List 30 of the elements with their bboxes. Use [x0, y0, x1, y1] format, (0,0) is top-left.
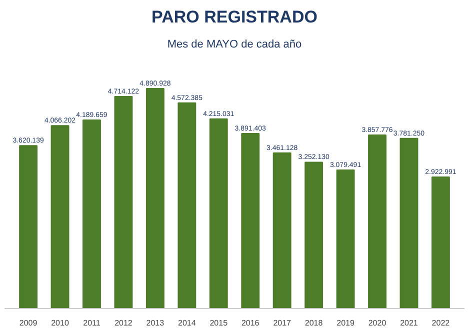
- bar: [114, 96, 133, 308]
- chart-subtitle: Mes de MAYO de cada año: [167, 38, 302, 50]
- x-tick-label: 2021: [400, 318, 418, 328]
- x-tick-label: 2014: [178, 318, 196, 328]
- x-tick-label: 2009: [19, 318, 38, 328]
- x-tick-label: 2022: [432, 318, 450, 328]
- bar: [304, 162, 324, 308]
- bar: [50, 125, 70, 308]
- x-tick-label: 2016: [241, 318, 260, 328]
- x-tick-label: 2010: [51, 318, 70, 328]
- x-tick-label: 2020: [368, 318, 387, 328]
- x-tick-label: 2011: [83, 318, 101, 328]
- x-tick-label: 2019: [336, 318, 355, 328]
- bar: [272, 152, 292, 308]
- x-tick-label: 2012: [114, 318, 133, 328]
- x-tick-label: 2018: [304, 318, 324, 328]
- bar: [82, 120, 101, 308]
- bar: [146, 88, 164, 308]
- bar: [400, 138, 418, 308]
- x-tick-label: 2017: [273, 318, 292, 328]
- bar: [19, 145, 38, 308]
- bar: [241, 132, 260, 308]
- bar: [368, 134, 386, 308]
- x-tick-label: 2013: [146, 318, 165, 328]
- x-tick-label: 2015: [210, 318, 228, 328]
- bar: [209, 118, 228, 308]
- bar: [336, 169, 355, 308]
- bar: [431, 176, 450, 308]
- chart-title: PARO REGISTRADO: [152, 8, 318, 26]
- bar: [178, 102, 196, 308]
